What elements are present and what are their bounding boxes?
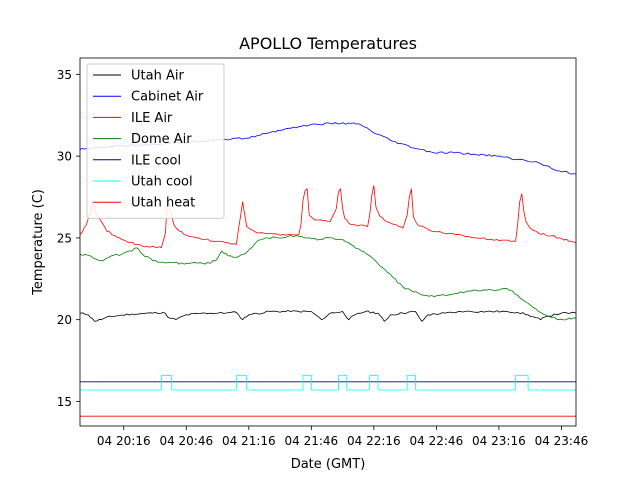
legend-label-cabinet-air: Cabinet Air: [131, 90, 204, 105]
x-tick-label: 04 20:46: [159, 434, 213, 448]
x-tick-label: 04 23:46: [535, 434, 589, 448]
legend: Utah Air Cabinet Air ILE Air Dome Air ILE co…: [86, 63, 225, 219]
y-axis-label: Temperature (C): [31, 189, 46, 296]
x-axis-label: Date (GMT): [291, 457, 366, 472]
series-line-dome-air: [79, 235, 577, 321]
legend-label-ile-cool: ILE cool: [131, 153, 181, 168]
y-axis-ticks: 15 20 25 30 35: [57, 68, 80, 409]
y-tick-label: 35: [57, 68, 72, 82]
legend-label-utah-heat: Utah heat: [131, 196, 195, 211]
x-tick-label: 04 21:46: [284, 434, 338, 448]
axes-frame: [79, 57, 577, 427]
legend-label-utah-cool: Utah cool: [131, 175, 193, 190]
y-tick-label: 30: [57, 150, 72, 164]
series-line-ile-air: [79, 185, 577, 249]
y-tick-label: 20: [57, 313, 72, 327]
x-tick-label: 04 21:16: [222, 434, 276, 448]
legend-label-ile-air: ILE Air: [131, 111, 173, 126]
x-tick-label: 04 22:16: [347, 434, 401, 448]
y-tick-label: 25: [57, 231, 72, 245]
series-line-utah-air: [79, 310, 577, 322]
x-tick-label: 04 20:16: [97, 434, 151, 448]
legend-box: [86, 63, 225, 219]
legend-label-dome-air: Dome Air: [131, 132, 192, 147]
x-axis-ticks: 04 20:16 04 20:46 04 21:16 04 21:46 04 22:16…: [97, 426, 588, 448]
series-layer: [79, 122, 577, 417]
legend-label-utah-air: Utah Air: [131, 69, 184, 84]
x-tick-label: 04 22:46: [410, 434, 464, 448]
y-tick-label: 15: [57, 395, 72, 409]
x-tick-label: 04 23:16: [472, 434, 526, 448]
series-line-utah-cool: [80, 374, 576, 391]
chart-title: APOLLO Temperatures: [239, 34, 417, 53]
